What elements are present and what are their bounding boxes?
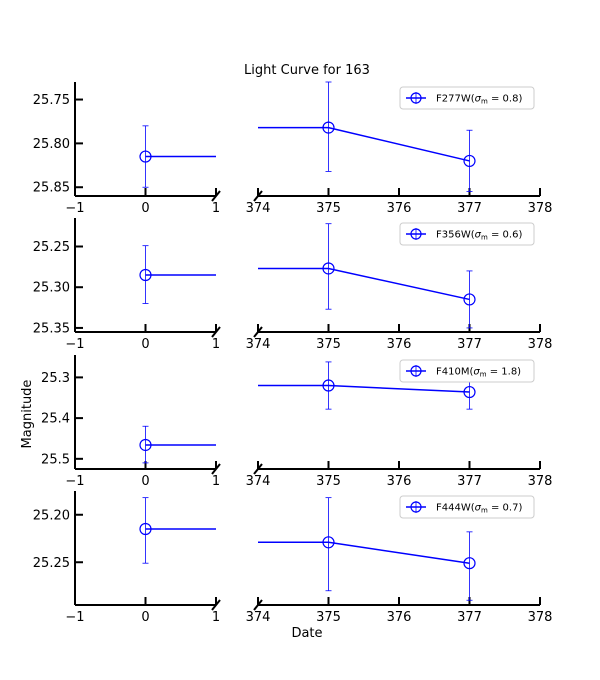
x-tick-label: 374 xyxy=(246,474,271,489)
y-tick-label: 25.25 xyxy=(33,556,70,571)
data-point xyxy=(463,385,476,399)
y-tick-label: 25.35 xyxy=(33,321,70,336)
legend-label: F277W(σm = 0.8) xyxy=(436,94,522,106)
x-tick-label: −1 xyxy=(65,610,84,625)
x-tick-label: 377 xyxy=(457,474,482,489)
legend-box xyxy=(399,222,535,246)
x-tick-label: 377 xyxy=(457,337,482,352)
data-point xyxy=(322,379,335,392)
x-tick-label: 376 xyxy=(387,474,412,489)
legend-label: F356W(σm = 0.6) xyxy=(436,230,522,242)
x-axis-label: Date xyxy=(291,626,322,641)
x-tick-label: −1 xyxy=(65,474,84,489)
x-tick-label: 1 xyxy=(212,337,220,352)
legend: F410M(σm = 1.8) xyxy=(399,359,535,383)
data-point xyxy=(139,150,152,163)
x-tick-label: 378 xyxy=(528,474,553,489)
panels-group: 25.75 25.80 25.85 −1 0 1 374 375 376 377 378 F277W(… xyxy=(33,81,553,625)
x-tick-label: 378 xyxy=(528,337,553,352)
x-tick-label: 375 xyxy=(316,610,341,625)
chart-title: Light Curve for 163 xyxy=(244,63,370,78)
legend-label: F410M(σm = 1.8) xyxy=(436,367,521,379)
data-point xyxy=(322,262,335,275)
series-line-right xyxy=(258,541,470,564)
legend-box xyxy=(399,359,535,383)
x-tick-label: 0 xyxy=(141,201,149,216)
data-point xyxy=(322,536,335,549)
legend: F277W(σm = 0.8) xyxy=(399,86,535,110)
data-point xyxy=(463,293,476,306)
x-tick-label: 375 xyxy=(316,474,341,489)
x-tick-label: 1 xyxy=(212,201,220,216)
x-tick-label: 0 xyxy=(141,610,149,625)
data-point xyxy=(139,438,152,452)
x-tick-label: 1 xyxy=(212,610,220,625)
series-line-right xyxy=(258,126,470,162)
y-tick-label: 25.80 xyxy=(33,137,70,152)
y-tick-label: 25.3 xyxy=(41,371,70,386)
x-tick-label: 376 xyxy=(387,337,412,352)
legend-box xyxy=(399,86,535,110)
data-point xyxy=(139,522,152,536)
series-line-right xyxy=(258,384,470,393)
x-tick-label: 376 xyxy=(387,201,412,216)
legend-label: F444W(σm = 0.7) xyxy=(436,503,522,515)
y-tick-label: 25.25 xyxy=(33,240,70,255)
legend-marker xyxy=(410,365,422,377)
x-tick-label: 376 xyxy=(387,610,412,625)
panel-f410m: 25.3 25.4 25.5 −1 0 1 374 375 376 377 378 F410M(σm … xyxy=(41,355,552,489)
x-tick-label: 374 xyxy=(246,337,271,352)
x-tick-label: 0 xyxy=(141,337,149,352)
data-point xyxy=(322,121,335,134)
y-tick-label: 25.75 xyxy=(33,93,70,108)
y-tick-label: 25.85 xyxy=(33,181,70,196)
y-tick-label: 25.20 xyxy=(33,508,70,523)
y-tick-label: 25.4 xyxy=(41,412,70,427)
x-tick-label: 374 xyxy=(246,610,271,625)
legend: F356W(σm = 0.6) xyxy=(399,222,535,246)
legend-marker xyxy=(410,501,422,513)
x-tick-label: 378 xyxy=(528,610,553,625)
y-tick-label: 25.5 xyxy=(41,452,70,467)
x-tick-label: 378 xyxy=(528,201,553,216)
series-line-right xyxy=(258,267,470,301)
data-point xyxy=(463,557,476,570)
legend-marker xyxy=(410,228,422,240)
x-tick-label: 377 xyxy=(457,201,482,216)
x-tick-label: 375 xyxy=(316,337,341,352)
legend-marker xyxy=(410,92,422,104)
y-axis-label: Magnitude xyxy=(20,380,35,449)
x-tick-label: 375 xyxy=(316,201,341,216)
panel-f444w: 25.20 25.25 −1 0 1 374 375 376 377 378 F444W(σm = … xyxy=(33,491,553,625)
x-tick-label: 1 xyxy=(212,474,220,489)
panel-f356w: 25.25 25.30 25.35−1 0 1 374 375 376 377 378 F356W(… xyxy=(33,218,553,352)
data-point xyxy=(463,154,476,168)
x-tick-label: −1 xyxy=(65,337,84,352)
legend-box xyxy=(399,495,535,519)
x-tick-label: 377 xyxy=(457,610,482,625)
y-tick-label: 25.30 xyxy=(33,281,70,296)
x-tick-label: 374 xyxy=(246,201,271,216)
x-tick-label: −1 xyxy=(65,201,84,216)
x-tick-label: 0 xyxy=(141,474,149,489)
panel-f277w: 25.75 25.80 25.85 −1 0 1 374 375 376 377 378 F277W(… xyxy=(33,81,553,216)
data-point xyxy=(139,268,152,282)
legend: F444W(σm = 0.7) xyxy=(399,495,535,519)
